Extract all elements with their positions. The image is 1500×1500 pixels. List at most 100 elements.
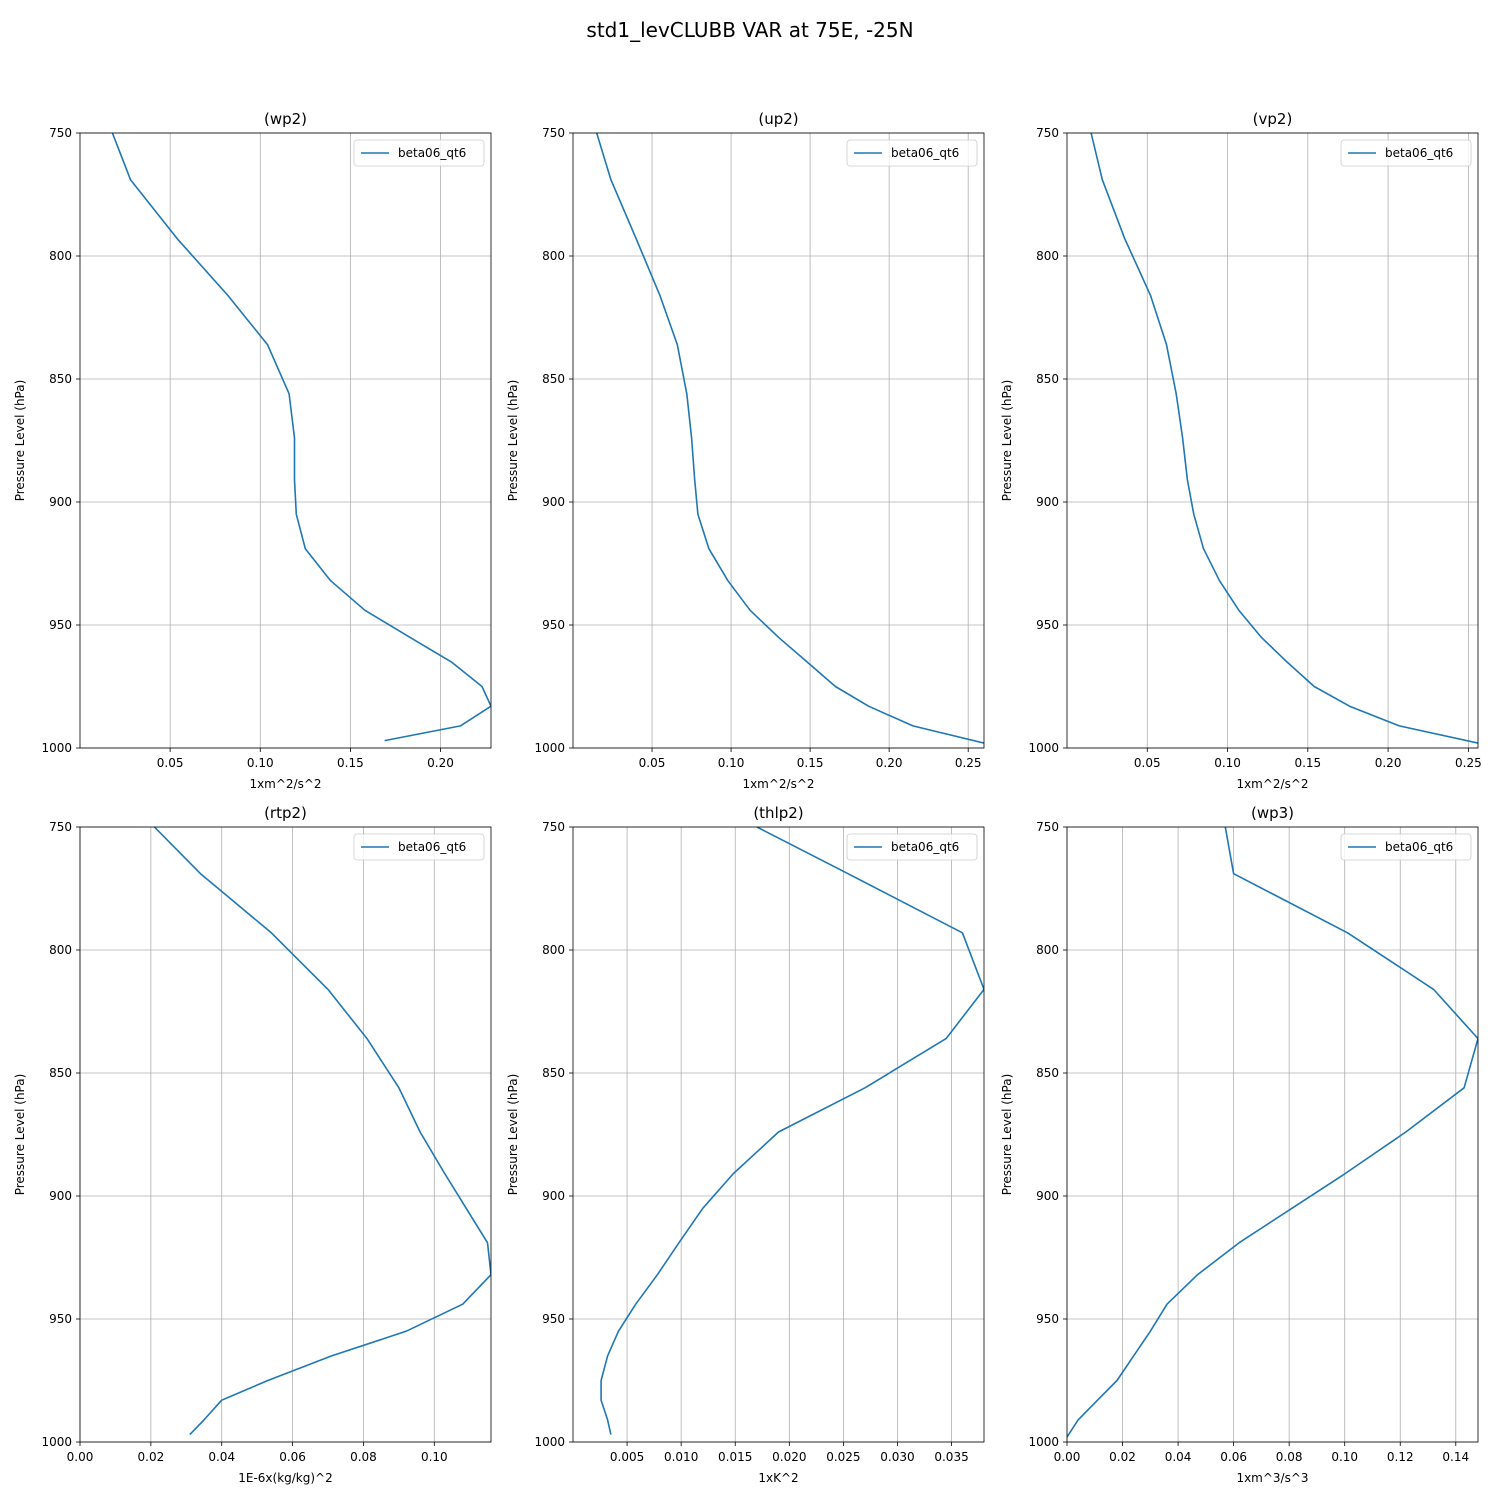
y-tick-label: 950: [1036, 618, 1059, 632]
x-tick-label: 0.08: [350, 1450, 377, 1464]
subplot-grid: 0.05 0.10 0.15 0.20 750 800 850 900 950 1000 (wp2)…: [13, 110, 1482, 1485]
subplot-2: 0.05 0.10 0.15 0.20 0.25 750 800 850 900 950 1000 (…: [1000, 110, 1482, 791]
y-tick-label: 900: [1036, 495, 1059, 509]
legend-label: beta06_qt6: [1385, 146, 1453, 160]
series-line: [1067, 827, 1478, 1438]
subplot-title: (thlp2): [753, 804, 803, 822]
x-tick-label: 0.14: [1442, 1450, 1469, 1464]
x-tick-label: 0.20: [1375, 756, 1402, 770]
y-tick-label: 800: [542, 249, 565, 263]
x-tick-label: 0.20: [876, 756, 903, 770]
x-axis-label: 1xm^2/s^2: [249, 777, 321, 791]
x-tick-label: 0.10: [718, 756, 745, 770]
legend: beta06_qt6: [846, 833, 978, 861]
legend-label: beta06_qt6: [891, 146, 959, 160]
subplot-4: 0.005 0.010 0.015 0.020 0.025 0.030 0.035 750 80…: [506, 804, 985, 1485]
x-tick-label: 0.04: [1165, 1450, 1192, 1464]
y-axis-label: Pressure Level (hPa): [506, 380, 520, 502]
x-tick-label: 0.00: [67, 1450, 94, 1464]
x-tick-label: 0.005: [610, 1450, 644, 1464]
y-tick-label: 1000: [41, 1435, 72, 1449]
x-tick-label: 0.06: [279, 1450, 306, 1464]
y-tick-label: 1000: [1028, 741, 1059, 755]
x-tick-label: 0.20: [427, 756, 454, 770]
subplot-3: 0.00 0.02 0.04 0.06 0.08 0.10 750 800 850 900 950 1…: [13, 804, 492, 1485]
y-axis-label: Pressure Level (hPa): [13, 380, 27, 502]
y-tick-label: 800: [542, 943, 565, 957]
x-tick-label: 0.12: [1387, 1450, 1414, 1464]
x-tick-label: 0.02: [1109, 1450, 1136, 1464]
series-line: [153, 827, 491, 1436]
plot-frame: [1066, 132, 1479, 749]
y-tick-label: 850: [542, 1066, 565, 1080]
y-tick-label: 1000: [1028, 1435, 1059, 1449]
y-tick-label: 900: [1036, 1189, 1059, 1203]
y-tick-label: 750: [542, 820, 565, 834]
y-tick-label: 750: [542, 126, 565, 140]
y-tick-label: 1000: [41, 741, 72, 755]
subplot-title: (wp3): [1251, 804, 1294, 822]
subplot-title: (rtp2): [264, 804, 307, 822]
y-axis-label: Pressure Level (hPa): [1000, 380, 1014, 502]
x-axis-label: 1E-6x(kg/kg)^2: [238, 1471, 333, 1485]
y-tick-label: 750: [1036, 126, 1059, 140]
x-tick-label: 0.015: [718, 1450, 752, 1464]
legend-label: beta06_qt6: [891, 840, 959, 854]
plot-frame: [79, 132, 492, 749]
y-tick-label: 900: [49, 1189, 72, 1203]
subplot-title: (up2): [758, 110, 798, 128]
x-tick-label: 0.10: [1331, 1450, 1358, 1464]
series-line: [1090, 133, 1478, 744]
legend: beta06_qt6: [353, 833, 485, 861]
x-tick-label: 0.08: [1276, 1450, 1303, 1464]
y-axis-label: Pressure Level (hPa): [506, 1074, 520, 1196]
y-tick-label: 800: [49, 943, 72, 957]
y-tick-label: 1000: [534, 1435, 565, 1449]
x-tick-label: 0.15: [1294, 756, 1321, 770]
y-tick-label: 950: [49, 618, 72, 632]
y-tick-label: 950: [542, 1312, 565, 1326]
legend-label: beta06_qt6: [1385, 840, 1453, 854]
subplot-title: (vp2): [1253, 110, 1293, 128]
legend: beta06_qt6: [1340, 833, 1472, 861]
x-tick-label: 0.10: [247, 756, 274, 770]
x-tick-label: 0.035: [934, 1450, 968, 1464]
x-axis-label: 1xm^2/s^2: [742, 777, 814, 791]
y-tick-label: 900: [542, 1189, 565, 1203]
x-tick-label: 0.06: [1220, 1450, 1247, 1464]
y-tick-label: 1000: [534, 741, 565, 755]
y-tick-label: 850: [1036, 1066, 1059, 1080]
y-axis-label: Pressure Level (hPa): [1000, 1074, 1014, 1196]
subplot-title: (wp2): [264, 110, 307, 128]
x-tick-label: 0.030: [880, 1450, 914, 1464]
plot-frame: [1066, 826, 1479, 1443]
y-tick-label: 750: [49, 126, 72, 140]
series-line: [111, 133, 491, 742]
x-tick-label: 0.025: [826, 1450, 860, 1464]
x-tick-label: 0.10: [1214, 756, 1241, 770]
x-tick-label: 0.010: [664, 1450, 698, 1464]
y-tick-label: 800: [49, 249, 72, 263]
y-tick-label: 900: [542, 495, 565, 509]
legend-frame: [846, 139, 978, 167]
y-axis-label: Pressure Level (hPa): [13, 1074, 27, 1196]
x-tick-label: 0.04: [208, 1450, 235, 1464]
figure-title: std1_levCLUBB VAR at 75E, -25N: [586, 18, 913, 42]
legend-frame: [353, 833, 485, 861]
plot-frame: [572, 132, 985, 749]
y-tick-label: 750: [49, 820, 72, 834]
y-tick-label: 750: [1036, 820, 1059, 834]
subplot-1: 0.05 0.10 0.15 0.20 0.25 750 800 850 900 950 1000 (…: [506, 110, 985, 791]
legend-label: beta06_qt6: [398, 840, 466, 854]
x-axis-label: 1xm^3/s^3: [1236, 1471, 1308, 1485]
y-tick-label: 850: [49, 1066, 72, 1080]
x-axis-label: 1xm^2/s^2: [1236, 777, 1308, 791]
y-tick-label: 850: [542, 372, 565, 386]
x-tick-label: 0.15: [797, 756, 824, 770]
y-tick-label: 850: [49, 372, 72, 386]
y-tick-label: 800: [1036, 249, 1059, 263]
x-tick-label: 0.15: [337, 756, 364, 770]
y-tick-label: 950: [1036, 1312, 1059, 1326]
x-axis-label: 1xK^2: [758, 1471, 798, 1485]
y-tick-label: 950: [49, 1312, 72, 1326]
